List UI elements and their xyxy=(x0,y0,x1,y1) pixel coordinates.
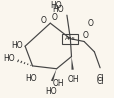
Text: HO: HO xyxy=(52,5,63,14)
Text: HO: HO xyxy=(25,74,36,83)
Text: HO: HO xyxy=(3,54,15,63)
Polygon shape xyxy=(51,69,56,81)
Text: HO: HO xyxy=(11,41,22,50)
Text: Cl: Cl xyxy=(96,74,103,83)
Text: O: O xyxy=(87,19,93,28)
Text: HO: HO xyxy=(45,87,56,96)
Text: OH: OH xyxy=(53,79,64,88)
Polygon shape xyxy=(71,57,73,70)
Text: O: O xyxy=(51,13,57,22)
Text: O: O xyxy=(40,16,46,25)
Text: Cl: Cl xyxy=(96,77,103,86)
Text: O: O xyxy=(82,31,88,40)
Text: OH: OH xyxy=(67,75,79,84)
FancyBboxPatch shape xyxy=(62,34,78,44)
Text: Ans: Ans xyxy=(64,36,75,41)
Text: HO: HO xyxy=(50,1,62,10)
